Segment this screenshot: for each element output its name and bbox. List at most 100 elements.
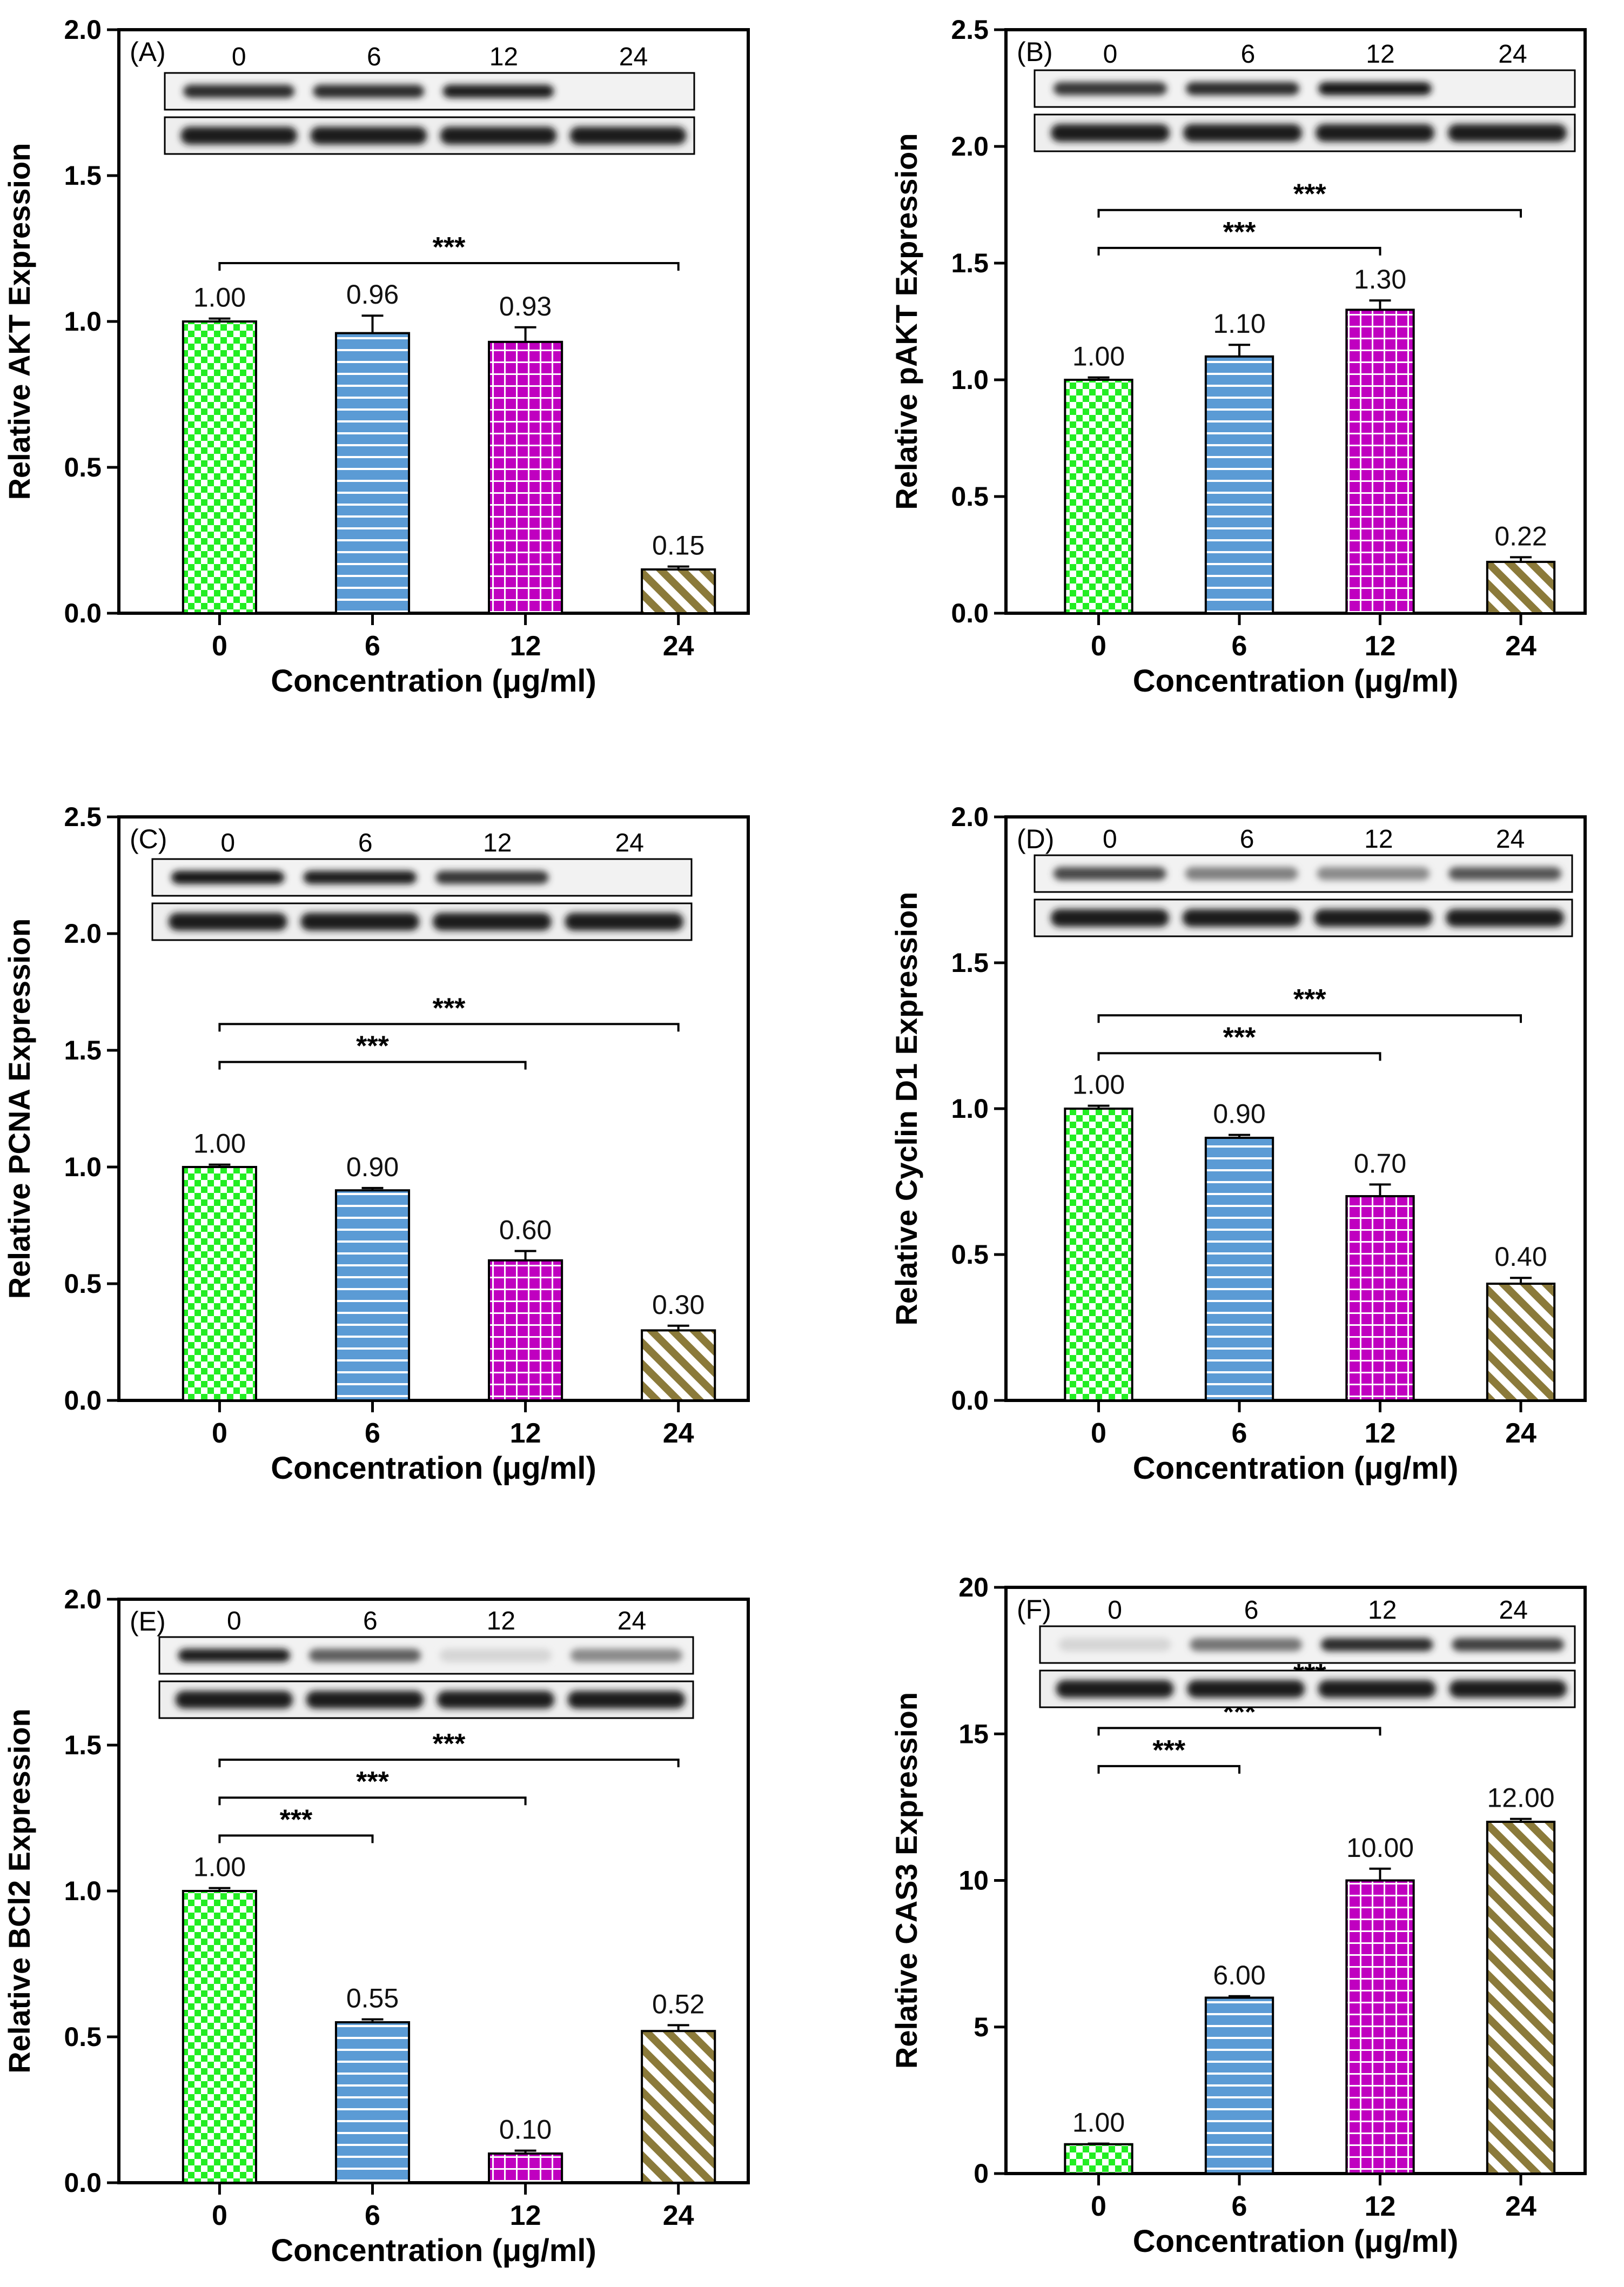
x-axis-label: Concentration (μg/ml) <box>271 1451 596 1486</box>
y-axis-label: Relative CAS3 Expression <box>889 1692 923 2069</box>
y-tick-label: 0.5 <box>64 2022 102 2052</box>
y-axis-label: Relative pAKT Expression <box>889 133 923 509</box>
bar-24 <box>1486 1821 1556 2175</box>
y-tick-label: 1.5 <box>951 248 989 278</box>
panel-e: 0.0 0.5 1.0 1.5 2.0 Relative BCl2 Expression 0… <box>2 1584 750 2268</box>
bar-6 <box>334 1189 411 1401</box>
blot-lane-label: 6 <box>1240 825 1254 854</box>
x-tick-label: 6 <box>1232 1418 1247 1449</box>
y-tick-label: 0.5 <box>951 481 989 512</box>
y-axis-label: Relative BCl2 Expression <box>2 1708 36 2073</box>
blot-lane-label: 24 <box>1499 1596 1528 1625</box>
data-label: 0.90 <box>1213 1099 1265 1129</box>
bar-12 <box>1345 1195 1415 1401</box>
blot-band <box>310 126 427 145</box>
data-label: 6.00 <box>1213 1960 1265 1990</box>
significance-bracket <box>218 262 680 271</box>
x-tick-label: 6 <box>365 2200 380 2231</box>
y-tick-label: 2.0 <box>64 15 102 45</box>
y-tick-label: 2.0 <box>951 802 989 832</box>
data-label: 0.96 <box>346 279 399 310</box>
blot-strip-target <box>1039 1625 1576 1664</box>
blot-band <box>1448 124 1567 142</box>
data-label: 0.55 <box>346 1983 399 2014</box>
blot-strip-target <box>1034 69 1576 108</box>
bar-24 <box>641 1329 716 1401</box>
x-tick-label: 12 <box>1365 2191 1396 2222</box>
x-tick-label: 6 <box>1232 2191 1247 2222</box>
blot-band <box>1318 82 1432 96</box>
significance-bracket <box>1097 209 1522 218</box>
bar-0 <box>182 1890 257 2184</box>
blot-band <box>1448 867 1562 881</box>
y-tick-label: 1.5 <box>64 1035 102 1065</box>
bar-12 <box>488 340 563 614</box>
blot-lane-label: 24 <box>618 1607 646 1635</box>
x-tick-label: 12 <box>1365 1418 1396 1449</box>
y-tick-label: 1.5 <box>64 160 102 191</box>
blot-strip-loading-control <box>1039 1669 1576 1708</box>
blot-band <box>1182 909 1301 927</box>
panel-letter: (F) <box>1017 1594 1051 1625</box>
significance-bracket <box>218 1061 527 1070</box>
blot-band <box>1449 1680 1567 1698</box>
significance-label: *** <box>433 1728 466 1760</box>
significance-bracket <box>1097 1052 1381 1061</box>
x-tick-label: 24 <box>663 631 694 662</box>
blot-lane-label: 6 <box>363 1607 378 1635</box>
bar-12 <box>488 1259 563 1402</box>
bar-6 <box>1204 355 1274 614</box>
data-label: 0.15 <box>652 531 704 561</box>
y-tick-label: 15 <box>958 1719 989 1749</box>
significance-label: *** <box>1293 179 1326 210</box>
significance-label: *** <box>1223 217 1256 248</box>
bar-24 <box>641 2030 716 2184</box>
y-tick-label: 1.5 <box>951 948 989 978</box>
y-tick-label: 1.0 <box>64 1876 102 1906</box>
x-tick-label: 0 <box>212 631 227 662</box>
data-label: 1.30 <box>1354 264 1406 294</box>
blot-lane-label: 6 <box>1244 1596 1259 1625</box>
x-axis-label: Concentration (μg/ml) <box>271 663 596 699</box>
panel-letter: (C) <box>130 824 167 854</box>
y-tick-label: 0.0 <box>64 598 102 628</box>
blot-lane-label: 24 <box>1496 825 1525 854</box>
blot-band <box>1185 867 1298 881</box>
blot-band <box>183 84 295 98</box>
blot-band <box>1316 124 1434 142</box>
x-tick-label: 0 <box>212 1418 227 1449</box>
blot-band <box>1053 82 1167 96</box>
x-tick-label: 12 <box>510 631 541 662</box>
data-label: 1.00 <box>1072 2108 1125 2138</box>
y-tick-label: 0.5 <box>951 1239 989 1270</box>
y-tick-label: 2.5 <box>951 15 989 45</box>
data-label: 1.00 <box>1072 1070 1125 1100</box>
x-tick-label: 24 <box>1505 2191 1536 2222</box>
bar-0 <box>182 320 257 614</box>
blot-strip-loading-control <box>1034 898 1573 937</box>
significance-bracket <box>1097 1727 1381 1736</box>
data-label: 1.00 <box>1072 341 1125 372</box>
bar-0 <box>182 1166 257 1401</box>
significance-bracket <box>1097 1765 1241 1774</box>
data-label: 1.00 <box>193 1852 246 1882</box>
bar-6 <box>334 332 411 614</box>
data-label: 0.22 <box>1494 521 1547 551</box>
bar-24 <box>1486 1283 1556 1401</box>
blot-band <box>171 870 285 884</box>
y-tick-label: 1.5 <box>64 1730 102 1760</box>
x-tick-label: 12 <box>510 1418 541 1449</box>
y-axis-label: Relative PCNA Expression <box>2 918 36 1299</box>
panel-letter: (A) <box>130 37 166 67</box>
plot-frame <box>117 815 750 1402</box>
x-tick-label: 0 <box>212 2200 227 2231</box>
blot-band <box>306 1691 424 1709</box>
blot-band <box>313 84 425 98</box>
blot-lane-label: 0 <box>232 43 246 71</box>
blot-strip-loading-control <box>151 902 693 941</box>
y-tick-label: 1.0 <box>951 1094 989 1124</box>
blot-band <box>1186 82 1299 96</box>
bar-24 <box>641 568 716 614</box>
significance-bracket <box>218 1023 680 1032</box>
